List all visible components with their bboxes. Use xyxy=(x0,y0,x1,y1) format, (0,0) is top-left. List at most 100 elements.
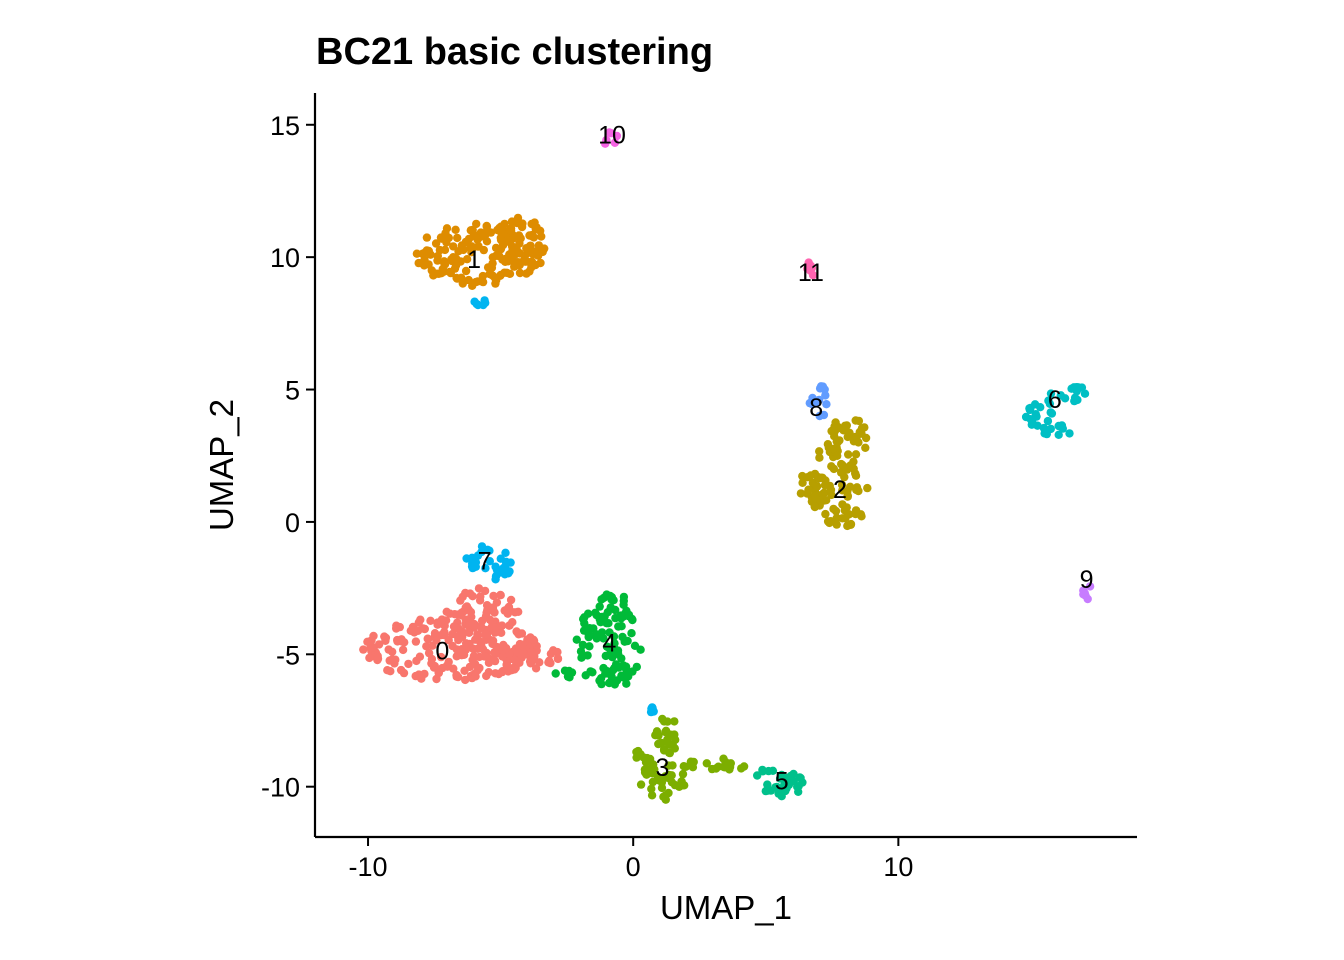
cell-point xyxy=(473,242,483,251)
y-tick-label: 10 xyxy=(270,243,300,273)
cell-point xyxy=(649,707,658,716)
cell-point xyxy=(1043,416,1053,426)
cell-point xyxy=(647,791,657,800)
cell-point xyxy=(774,789,783,798)
y-axis-title: UMAP_2 xyxy=(203,399,240,531)
cluster-5-points xyxy=(753,765,807,801)
cell-point xyxy=(491,243,501,253)
cell-point xyxy=(758,765,767,775)
cell-point xyxy=(607,595,616,604)
cell-point xyxy=(515,239,524,248)
cell-point xyxy=(480,586,490,596)
cell-point xyxy=(632,747,641,757)
cell-point xyxy=(430,629,440,638)
cluster-10-points xyxy=(601,128,622,148)
cell-point xyxy=(413,626,423,635)
cell-point xyxy=(826,485,836,495)
cluster-3-points xyxy=(632,714,749,804)
cell-point xyxy=(564,666,574,676)
y-tick-label: 5 xyxy=(285,376,300,406)
cell-point xyxy=(440,259,449,268)
cell-point xyxy=(490,656,500,666)
cell-point xyxy=(818,489,827,499)
cell-point xyxy=(433,620,442,629)
cell-point xyxy=(647,784,656,794)
cell-point xyxy=(461,639,471,648)
cluster-4-points xyxy=(551,590,645,689)
cell-point xyxy=(464,628,474,637)
cell-point xyxy=(671,735,680,744)
cell-point xyxy=(658,714,667,724)
cell-point xyxy=(506,224,516,233)
cell-point xyxy=(595,602,604,611)
cell-point xyxy=(442,607,451,616)
cell-point xyxy=(452,670,461,680)
chart-title: BC21 basic clustering xyxy=(316,31,713,73)
cell-point xyxy=(485,557,494,566)
cell-point xyxy=(610,138,620,147)
cell-point xyxy=(481,564,490,573)
cluster-label-5: 5 xyxy=(775,767,789,795)
cell-point xyxy=(668,761,677,770)
cell-point xyxy=(601,139,610,148)
cell-point xyxy=(434,269,443,278)
cell-point xyxy=(794,782,803,791)
cell-point xyxy=(553,654,563,663)
cell-point xyxy=(843,521,852,531)
cell-point xyxy=(383,666,392,675)
cluster-label-1: 1 xyxy=(467,246,481,274)
cell-point xyxy=(606,603,615,612)
cell-point xyxy=(381,636,390,645)
y-tick-label: 0 xyxy=(285,508,300,538)
cell-point xyxy=(764,786,773,795)
cluster-label-3: 3 xyxy=(655,754,669,782)
cell-point xyxy=(527,647,536,657)
cell-point xyxy=(583,609,593,618)
cell-point xyxy=(1065,429,1074,438)
cell-point xyxy=(522,257,532,266)
cell-point xyxy=(444,233,453,243)
cell-point xyxy=(675,782,684,791)
y-tick-label: -5 xyxy=(276,640,300,670)
cell-point xyxy=(462,602,472,611)
cell-point xyxy=(478,229,487,238)
cell-point xyxy=(398,645,408,655)
cell-point xyxy=(807,263,817,273)
cell-point xyxy=(830,432,839,441)
cell-point xyxy=(837,459,846,469)
cluster-label-7: 7 xyxy=(478,548,492,576)
cell-point xyxy=(588,668,597,677)
cell-point xyxy=(820,481,830,490)
cell-point xyxy=(654,739,663,749)
cell-point xyxy=(442,224,452,233)
cell-point xyxy=(861,443,870,452)
cell-point xyxy=(374,640,384,649)
cell-point xyxy=(458,592,467,601)
cell-point xyxy=(829,425,838,434)
cell-point xyxy=(827,462,836,471)
cell-point xyxy=(846,461,856,470)
cell-point xyxy=(818,382,828,391)
cell-point xyxy=(815,447,824,456)
cell-point xyxy=(517,629,527,638)
cell-point xyxy=(622,679,631,688)
cell-point xyxy=(821,391,830,400)
cell-point xyxy=(468,225,477,235)
cell-point xyxy=(1025,404,1034,413)
cell-point xyxy=(771,783,780,792)
cell-point xyxy=(471,277,480,287)
cell-point xyxy=(610,639,619,648)
cell-point xyxy=(1056,391,1066,400)
cell-point xyxy=(592,634,601,643)
cell-point xyxy=(833,451,842,460)
cell-point xyxy=(365,653,374,663)
cell-point xyxy=(497,621,507,630)
cell-point xyxy=(1079,590,1088,599)
cluster-6-points xyxy=(1021,383,1090,439)
cell-point xyxy=(445,267,454,277)
cell-point xyxy=(775,774,785,783)
cell-point xyxy=(460,666,469,675)
cell-point xyxy=(641,758,651,767)
cell-point xyxy=(815,411,824,421)
cell-point xyxy=(436,652,446,662)
